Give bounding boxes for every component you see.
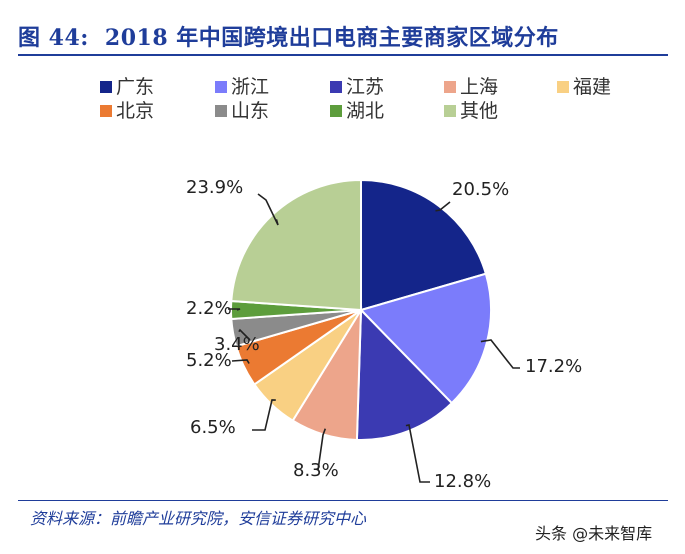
legend-swatch — [100, 105, 112, 117]
leader-line — [257, 193, 279, 226]
leader-line — [252, 399, 276, 431]
legend-swatch — [444, 105, 456, 117]
leader-line — [317, 428, 327, 471]
figure-title: 图 44: 2018 年中国跨境出口电商主要商家区域分布 — [18, 20, 559, 52]
data-label: 3.4% — [214, 334, 260, 355]
title-rule — [18, 54, 668, 56]
leader-line — [435, 201, 451, 212]
pie-slice — [360, 178, 488, 312]
legend-label: 湖北 — [346, 100, 384, 122]
legend-swatch — [100, 81, 112, 93]
data-label: 20.5% — [452, 179, 509, 200]
figure-number: 图 44: — [18, 25, 89, 51]
source-note: 资料来源：前瞻产业研究院，安信证券研究中心 — [30, 509, 367, 528]
leader-line — [238, 328, 251, 341]
source-rule — [18, 500, 668, 501]
pie-slice — [230, 178, 362, 312]
legend-label: 广东 — [116, 76, 154, 98]
data-label: 5.2% — [186, 350, 232, 371]
figure-title-text: 2018 年中国跨境出口电商主要商家区域分布 — [104, 25, 559, 51]
legend-label: 北京 — [116, 100, 154, 122]
data-label: 12.8% — [434, 471, 491, 492]
pie-slice — [355, 307, 454, 441]
legend-swatch — [330, 81, 342, 93]
watermark-text: 头条 @未来智库 — [535, 524, 653, 543]
legend-label: 福建 — [573, 76, 611, 98]
data-labels: 20.5% 17.2% 12.8% 8.3% 6.5% 5.2%3.4% 2.2% 23.9% — [186, 177, 582, 492]
pie-slice — [359, 272, 492, 405]
pie-slices — [229, 178, 492, 441]
legend-swatch — [330, 105, 342, 117]
data-label: 6.5% — [190, 417, 236, 438]
leader-line — [405, 424, 430, 483]
leader-line — [228, 308, 241, 311]
leader-lines — [228, 193, 520, 483]
legend-label: 上海 — [460, 76, 498, 98]
leader-line — [231, 359, 250, 364]
legend-swatch — [444, 81, 456, 93]
leader-line — [480, 339, 520, 369]
legend-swatch — [215, 105, 227, 117]
data-label: 23.9% — [186, 177, 243, 198]
legend-swatch — [215, 81, 227, 93]
data-label: 8.3% — [293, 460, 339, 481]
data-label: 17.2% — [525, 356, 582, 377]
legend-label: 其他 — [460, 100, 498, 122]
legend-swatch — [557, 81, 569, 93]
data-label: 2.2% — [186, 298, 232, 319]
legend-label: 江苏 — [346, 76, 384, 98]
watermark: 头条 @未来智库 — [535, 520, 652, 544]
legend-label: 浙江 — [231, 76, 269, 98]
legend-label: 山东 — [231, 100, 269, 122]
